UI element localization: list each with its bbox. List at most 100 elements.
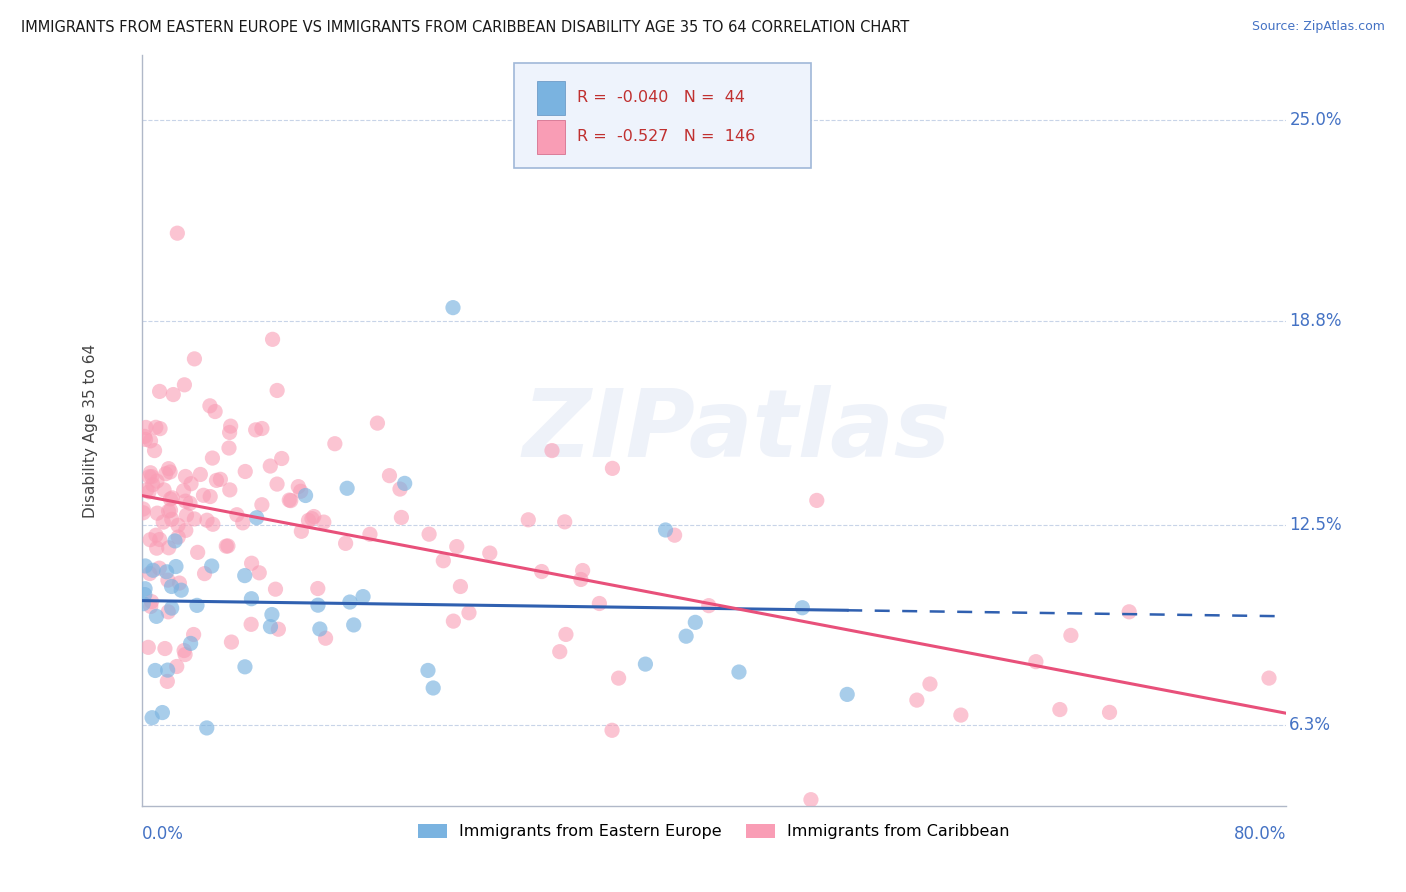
Point bbox=[378, 468, 401, 483]
Point bbox=[183, 351, 205, 366]
Point bbox=[138, 484, 160, 499]
Text: IMMIGRANTS FROM EASTERN EUROPE VS IMMIGRANTS FROM CARIBBEAN DISABILITY AGE 35 TO: IMMIGRANTS FROM EASTERN EUROPE VS IMMIGR… bbox=[21, 20, 910, 35]
Point bbox=[1098, 706, 1121, 720]
Point bbox=[416, 664, 439, 678]
Point bbox=[139, 599, 162, 614]
Point bbox=[307, 582, 329, 596]
Point bbox=[159, 503, 181, 517]
Point bbox=[135, 420, 157, 434]
Point bbox=[166, 226, 188, 240]
Point bbox=[162, 491, 184, 505]
Point bbox=[441, 301, 464, 315]
Point bbox=[146, 474, 169, 488]
Text: 18.8%: 18.8% bbox=[1289, 311, 1341, 329]
Point bbox=[169, 576, 191, 591]
Point bbox=[446, 540, 468, 554]
Point bbox=[267, 622, 290, 636]
Point bbox=[290, 484, 312, 499]
Point bbox=[135, 483, 157, 497]
Text: R =  -0.527   N =  146: R = -0.527 N = 146 bbox=[576, 129, 755, 145]
Point bbox=[193, 566, 215, 581]
Point bbox=[180, 476, 202, 491]
Point bbox=[240, 556, 263, 570]
Point bbox=[152, 515, 174, 529]
Text: 6.3%: 6.3% bbox=[1289, 716, 1331, 734]
Point bbox=[541, 443, 564, 458]
Point bbox=[449, 580, 471, 594]
Point bbox=[478, 546, 501, 560]
Point bbox=[555, 627, 578, 641]
Point bbox=[1060, 628, 1083, 642]
Point bbox=[149, 384, 172, 399]
Point bbox=[138, 469, 160, 483]
Point bbox=[215, 539, 238, 553]
Point bbox=[174, 469, 197, 483]
Point bbox=[554, 515, 576, 529]
Point bbox=[173, 483, 195, 498]
Point bbox=[142, 563, 165, 577]
Point bbox=[388, 482, 411, 496]
Point bbox=[155, 565, 177, 579]
Point bbox=[174, 524, 197, 538]
Point bbox=[233, 660, 256, 674]
Point bbox=[800, 792, 823, 806]
Point bbox=[1258, 671, 1281, 685]
Point bbox=[335, 536, 357, 550]
Point bbox=[245, 423, 267, 437]
Point bbox=[198, 399, 221, 413]
Point bbox=[1049, 702, 1071, 716]
Point bbox=[307, 598, 329, 612]
Point bbox=[166, 659, 188, 673]
Point bbox=[352, 590, 374, 604]
Point bbox=[218, 425, 240, 440]
FancyBboxPatch shape bbox=[513, 62, 811, 168]
Point bbox=[290, 524, 312, 539]
Point bbox=[654, 523, 676, 537]
Point bbox=[148, 561, 170, 575]
Point bbox=[165, 559, 187, 574]
Point bbox=[186, 599, 208, 613]
Point bbox=[134, 582, 156, 596]
Point bbox=[366, 416, 388, 430]
Point bbox=[517, 513, 540, 527]
Point bbox=[160, 601, 183, 615]
Point bbox=[792, 600, 814, 615]
Point bbox=[571, 564, 593, 578]
Point bbox=[294, 488, 316, 502]
Point bbox=[174, 648, 197, 662]
Point bbox=[132, 597, 155, 611]
FancyBboxPatch shape bbox=[537, 81, 565, 114]
Point bbox=[685, 615, 707, 630]
Point bbox=[359, 527, 381, 541]
Point bbox=[167, 530, 190, 544]
Point bbox=[159, 491, 181, 506]
Point bbox=[302, 509, 325, 524]
Point bbox=[602, 461, 624, 475]
Point bbox=[336, 481, 359, 495]
Point bbox=[145, 541, 167, 556]
Point bbox=[195, 513, 218, 527]
Point bbox=[134, 588, 156, 602]
Point bbox=[157, 504, 180, 518]
Point bbox=[167, 518, 190, 533]
Point bbox=[530, 565, 553, 579]
Point bbox=[280, 493, 302, 508]
Point bbox=[308, 622, 330, 636]
Point bbox=[160, 512, 183, 526]
Point bbox=[837, 687, 859, 701]
Point bbox=[149, 422, 172, 436]
Point bbox=[728, 665, 751, 679]
Point bbox=[259, 620, 281, 634]
Point bbox=[278, 493, 301, 508]
Point bbox=[219, 419, 242, 434]
Point bbox=[159, 465, 181, 479]
Point bbox=[156, 573, 179, 587]
Legend: Immigrants from Eastern Europe, Immigrants from Caribbean: Immigrants from Eastern Europe, Immigran… bbox=[418, 824, 1010, 839]
Point bbox=[141, 711, 163, 725]
Point bbox=[152, 706, 174, 720]
Point bbox=[432, 554, 454, 568]
Point bbox=[163, 533, 186, 548]
Point bbox=[201, 451, 224, 466]
Point bbox=[145, 609, 167, 624]
Point bbox=[190, 467, 212, 482]
